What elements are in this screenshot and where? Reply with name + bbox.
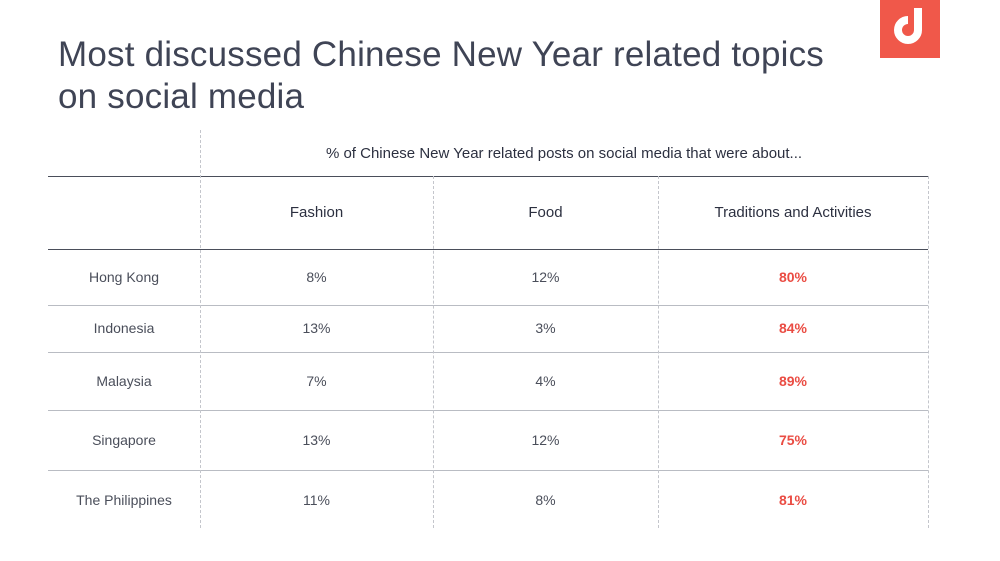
table-cell: 12% bbox=[531, 432, 560, 448]
row-label: Hong Kong bbox=[88, 269, 160, 285]
column-header: Food bbox=[528, 204, 563, 221]
table-cell: 13% bbox=[302, 432, 331, 448]
column-header: Traditions and Activities bbox=[714, 204, 872, 221]
column-divider bbox=[928, 176, 929, 528]
row-label: Singapore bbox=[92, 432, 156, 448]
table-cell: 84% bbox=[778, 320, 808, 336]
row-divider bbox=[48, 305, 928, 306]
column-divider bbox=[200, 130, 201, 528]
brand-logo bbox=[880, 0, 940, 58]
table-cell: 4% bbox=[535, 373, 556, 389]
table-cell: 12% bbox=[531, 269, 560, 285]
row-label: The Philippines bbox=[76, 492, 172, 508]
row-divider bbox=[48, 352, 928, 353]
column-divider bbox=[658, 176, 659, 528]
row-label: Indonesia bbox=[93, 320, 155, 336]
row-divider bbox=[48, 470, 928, 471]
table-cell: 7% bbox=[306, 373, 327, 389]
header-bottom-rule bbox=[48, 249, 928, 250]
row-label: Malaysia bbox=[96, 373, 152, 389]
table-cell: 11% bbox=[303, 492, 330, 508]
table-cell: 80% bbox=[778, 269, 808, 285]
table-top-rule bbox=[48, 176, 928, 177]
table-cell: 75% bbox=[778, 432, 808, 448]
column-header: Fashion bbox=[289, 204, 344, 221]
table-cell: 8% bbox=[306, 269, 327, 285]
column-divider bbox=[433, 176, 434, 528]
table-cell: 89% bbox=[778, 373, 808, 389]
table-cell: 13% bbox=[302, 320, 331, 336]
table-cell: 8% bbox=[535, 492, 556, 508]
brand-logo-icon bbox=[880, 0, 940, 58]
page-title: Most discussed Chinese New Year related … bbox=[58, 35, 824, 116]
table-cell: 81% bbox=[778, 492, 808, 508]
table-cell: 3% bbox=[535, 320, 556, 336]
row-divider bbox=[48, 410, 928, 411]
table-subheader: % of Chinese New Year related posts on s… bbox=[325, 145, 803, 162]
